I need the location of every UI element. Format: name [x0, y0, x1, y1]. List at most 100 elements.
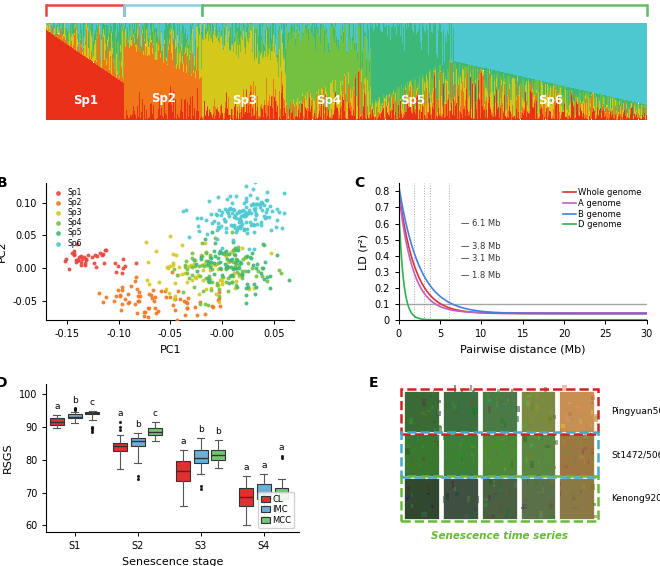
- Bar: [564, 87, 565, 101]
- Sp4: [201, 248, 211, 258]
- Bar: [69, 33, 70, 46]
- Bar: [166, 58, 168, 61]
- Bar: [73, 23, 74, 34]
- Bar: [317, 34, 319, 96]
- Bar: [306, 110, 308, 119]
- Bar: [133, 29, 134, 34]
- Bar: [101, 38, 102, 40]
- Sp4: [201, 257, 211, 266]
- Bar: [151, 42, 152, 103]
- Bar: [124, 23, 125, 25]
- Bar: [562, 85, 563, 95]
- Bar: [525, 85, 526, 92]
- Bar: [187, 23, 188, 35]
- Y-axis label: LD (r²): LD (r²): [358, 234, 369, 270]
- Bar: [246, 32, 248, 89]
- Bar: [410, 82, 411, 86]
- Bar: [643, 113, 644, 115]
- Bar: [192, 27, 193, 29]
- Bar: [214, 99, 215, 119]
- Bar: [348, 87, 350, 108]
- Bar: [360, 69, 362, 82]
- Bar: [558, 85, 559, 86]
- Bar: [416, 90, 418, 96]
- Bar: [438, 99, 439, 100]
- Bar: [97, 38, 98, 65]
- Bar: [511, 23, 512, 74]
- Bar: [306, 26, 308, 33]
- Bar: [578, 23, 579, 89]
- Bar: [286, 105, 288, 119]
- Bar: [621, 107, 622, 117]
- Bar: [485, 460, 486, 463]
- Bar: [470, 512, 473, 516]
- Sp1: [116, 269, 127, 278]
- Bar: [589, 92, 590, 98]
- Text: b: b: [72, 396, 77, 405]
- Bar: [304, 97, 306, 98]
- Bar: [639, 103, 640, 108]
- Bar: [345, 94, 346, 118]
- Bar: [465, 68, 467, 78]
- Bar: [619, 115, 620, 119]
- Bar: [641, 118, 642, 119]
- Bar: [201, 35, 203, 68]
- Bar: [457, 23, 459, 62]
- Bar: [302, 96, 304, 104]
- Bar: [436, 118, 438, 119]
- Bar: [607, 96, 608, 105]
- Bar: [389, 109, 391, 111]
- Bar: [329, 53, 331, 110]
- Bar: [523, 77, 525, 101]
- Bar: [224, 113, 226, 119]
- Sp4: [182, 257, 192, 266]
- Bar: [624, 23, 625, 100]
- Bar: [591, 396, 593, 400]
- Sp3: [193, 289, 204, 298]
- Bar: [87, 23, 88, 25]
- Bar: [230, 51, 232, 115]
- Sp3: [190, 273, 201, 282]
- Bar: [73, 45, 74, 49]
- Bar: [151, 40, 152, 42]
- Bar: [114, 58, 116, 67]
- Bar: [475, 513, 477, 518]
- Bar: [588, 92, 589, 98]
- Bar: [123, 31, 124, 32]
- Sp6: [212, 211, 222, 220]
- Bar: [641, 104, 642, 105]
- Bar: [221, 29, 222, 36]
- Bar: [525, 23, 527, 78]
- Bar: [139, 24, 141, 26]
- Bar: [504, 84, 505, 96]
- Bar: [644, 104, 645, 106]
- Bar: [341, 39, 343, 91]
- Bar: [554, 466, 556, 469]
- Bar: [510, 74, 511, 87]
- Bar: [364, 118, 366, 119]
- Bar: [453, 115, 455, 119]
- Bar: [622, 110, 623, 117]
- Bar: [548, 504, 552, 509]
- Bar: [577, 89, 578, 97]
- Bar: [285, 74, 286, 113]
- Bar: [323, 25, 325, 27]
- Bar: [585, 23, 587, 91]
- Sp6: [244, 190, 255, 199]
- Bar: [112, 54, 114, 75]
- Bar: [610, 23, 612, 97]
- Bar: [457, 79, 459, 85]
- Bar: [114, 77, 116, 119]
- Bar: [225, 24, 226, 35]
- Bar: [362, 108, 364, 119]
- Sp6: [220, 204, 230, 213]
- Sp6: [244, 217, 255, 226]
- Bar: [616, 98, 617, 100]
- Bar: [141, 113, 143, 119]
- Bar: [184, 33, 185, 52]
- Bar: [368, 112, 370, 115]
- Bar: [496, 395, 498, 402]
- Bar: [469, 115, 470, 119]
- Bar: [619, 98, 620, 100]
- Bar: [639, 118, 640, 119]
